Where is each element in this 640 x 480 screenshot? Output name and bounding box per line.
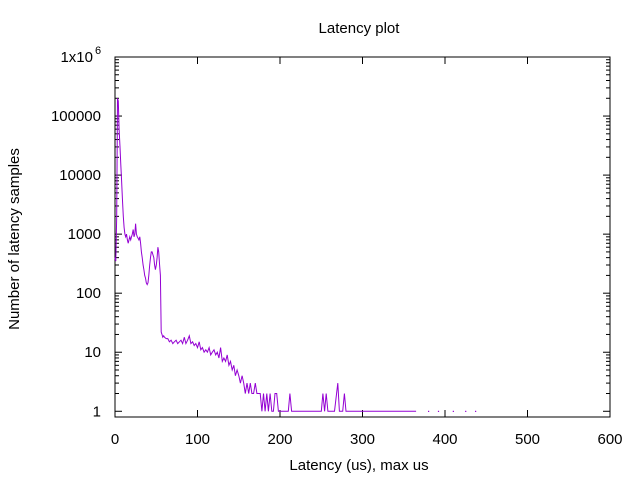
plot-border	[114, 56, 611, 418]
data-point	[475, 410, 477, 412]
y-axis-label: Number of latency samples	[6, 148, 23, 330]
data-point	[465, 410, 467, 412]
data-point	[428, 410, 430, 412]
y-tick-label: 100	[76, 285, 101, 302]
y-axis: 1 10 100 1000 10000 100000 1x10 6	[51, 45, 610, 420]
y-tick-label: 1000	[68, 226, 101, 243]
x-tick-label: 200	[267, 431, 292, 448]
x-tick-label: 100	[185, 431, 210, 448]
x-tick-label: 0	[111, 431, 119, 448]
x-tick-label: 500	[515, 431, 540, 448]
x-tick-label: 600	[597, 431, 622, 448]
y-tick-label: 10000	[59, 167, 101, 184]
y-tick-label-exponent: 6	[95, 45, 101, 57]
y-tick-label: 1	[93, 403, 101, 420]
x-axis-label: Latency (us), max us	[289, 457, 428, 474]
data-point	[452, 410, 454, 412]
chart-title: Latency plot	[319, 20, 401, 37]
x-axis: 0 100 200 300 400 500 600	[111, 57, 623, 448]
y-tick-label: 100000	[51, 108, 101, 125]
series-line	[114, 98, 417, 412]
series-layer	[114, 98, 477, 412]
y-tick-label: 1x10	[60, 49, 93, 66]
x-tick-label: 400	[432, 431, 457, 448]
data-point	[437, 410, 440, 412]
x-tick-label: 300	[350, 431, 375, 448]
y-tick-label: 10	[84, 344, 101, 361]
plot-area	[114, 56, 611, 418]
